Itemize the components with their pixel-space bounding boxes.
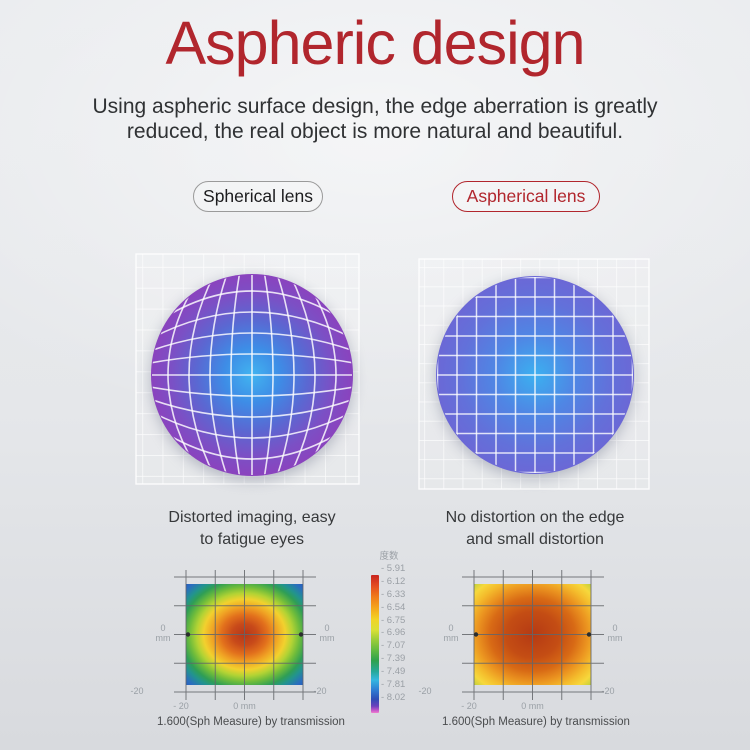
- y-zero: 0: [612, 623, 618, 633]
- legend-tick: - 6.75: [381, 614, 406, 626]
- y-axis-min-left: -20: [130, 686, 144, 696]
- y-unit: mm: [155, 632, 171, 643]
- x-axis-zero: 0 mm: [233, 701, 256, 711]
- spherical-lens-diagram: [135, 253, 360, 485]
- x-axis-zero: 0 mm: [521, 701, 544, 711]
- y-axis-label-right: 0 mm: [315, 623, 339, 643]
- spherical-power-map-plot: [174, 570, 316, 700]
- power-map-grid: [462, 570, 604, 700]
- spherical-lens-caption: Distorted imaging, easy to fatigue eyes: [132, 507, 372, 551]
- y-axis-label-left: 0 mm: [439, 623, 463, 643]
- aspherical-lens-caption: No distortion on the edge and small disto…: [415, 507, 655, 551]
- y-axis-min-right: -20: [601, 686, 615, 696]
- aspherical-caption-line2: and small distortion: [466, 531, 604, 548]
- legend-tick-labels: - 5.91 - 6.12 - 6.33 - 6.54 - 6.75 - 6.9…: [381, 564, 405, 703]
- y-unit: mm: [319, 632, 335, 643]
- subtitle-line2: reduced, the real object is more natural…: [126, 120, 624, 143]
- y-axis-min-right: -20: [313, 686, 327, 696]
- legend-tick: - 7.49: [381, 666, 406, 678]
- page-title: Aspheric design: [165, 9, 585, 77]
- spherical-caption-line2: to fatigue eyes: [199, 531, 305, 548]
- aspherical-lens-badge-label: Aspherical lens: [466, 186, 586, 206]
- axis-marker-left: [185, 632, 191, 637]
- y-axis-label-left: 0 mm: [151, 623, 175, 643]
- legend-tick: - 5.91: [381, 563, 406, 574]
- x-axis-min: - 20: [461, 701, 477, 711]
- y-zero: 0: [448, 623, 454, 633]
- subtitle: Using aspheric surface design, the edge …: [0, 94, 750, 144]
- axis-marker-right: [298, 632, 304, 637]
- aspherical-power-map-plot: [462, 570, 604, 700]
- axis-marker-left: [473, 632, 479, 637]
- aspherical-lens-diagram: [418, 258, 650, 490]
- spherical-caption-line1: Distorted imaging, easy: [168, 509, 336, 526]
- power-color-legend: 度数 - 5.91 - 6.12 - 6.33 - 6.54 - 6.75 - …: [360, 548, 432, 723]
- y-zero: 0: [160, 623, 166, 633]
- legend-tick: - 7.07: [381, 640, 406, 652]
- x-axis-min: - 20: [173, 701, 189, 711]
- aspherical-lens-badge: Aspherical lens: [452, 181, 600, 212]
- y-unit: mm: [607, 632, 623, 643]
- spherical-lens-badge-label: Spherical lens: [203, 186, 313, 206]
- legend-tick: - 8.02: [381, 691, 406, 703]
- legend-tick: - 7.81: [381, 679, 406, 691]
- subtitle-line1: Using aspheric surface design, the edge …: [92, 95, 658, 118]
- y-axis-min-left: -20: [418, 686, 432, 696]
- legend-colorbar: [371, 575, 379, 713]
- legend-title: 度数: [379, 551, 399, 562]
- legend-tick: - 6.54: [381, 601, 406, 613]
- aspherical-map-caption: 1.600(Sph Measure) by transmission: [442, 716, 630, 728]
- spherical-map-caption: 1.600(Sph Measure) by transmission: [157, 716, 345, 728]
- aspherical-power-map: 0 mm 0 mm -20 -20 - 20 0 mm: [413, 558, 653, 723]
- legend-tick: - 6.33: [381, 588, 406, 600]
- legend-tick: - 6.96: [381, 627, 406, 639]
- legend-tick: - 7.39: [381, 653, 406, 665]
- spherical-power-map: 0 mm 0 mm -20 -20 - 20 0 mm: [125, 558, 365, 723]
- aspherical-caption-line1: No distortion on the edge: [445, 509, 625, 526]
- y-axis-label-right: 0 mm: [603, 623, 627, 643]
- y-zero: 0: [324, 623, 330, 633]
- legend-tick: - 6.12: [381, 575, 406, 587]
- spherical-lens-badge: Spherical lens: [193, 181, 323, 212]
- y-unit: mm: [443, 632, 459, 643]
- axis-marker-right: [586, 632, 592, 637]
